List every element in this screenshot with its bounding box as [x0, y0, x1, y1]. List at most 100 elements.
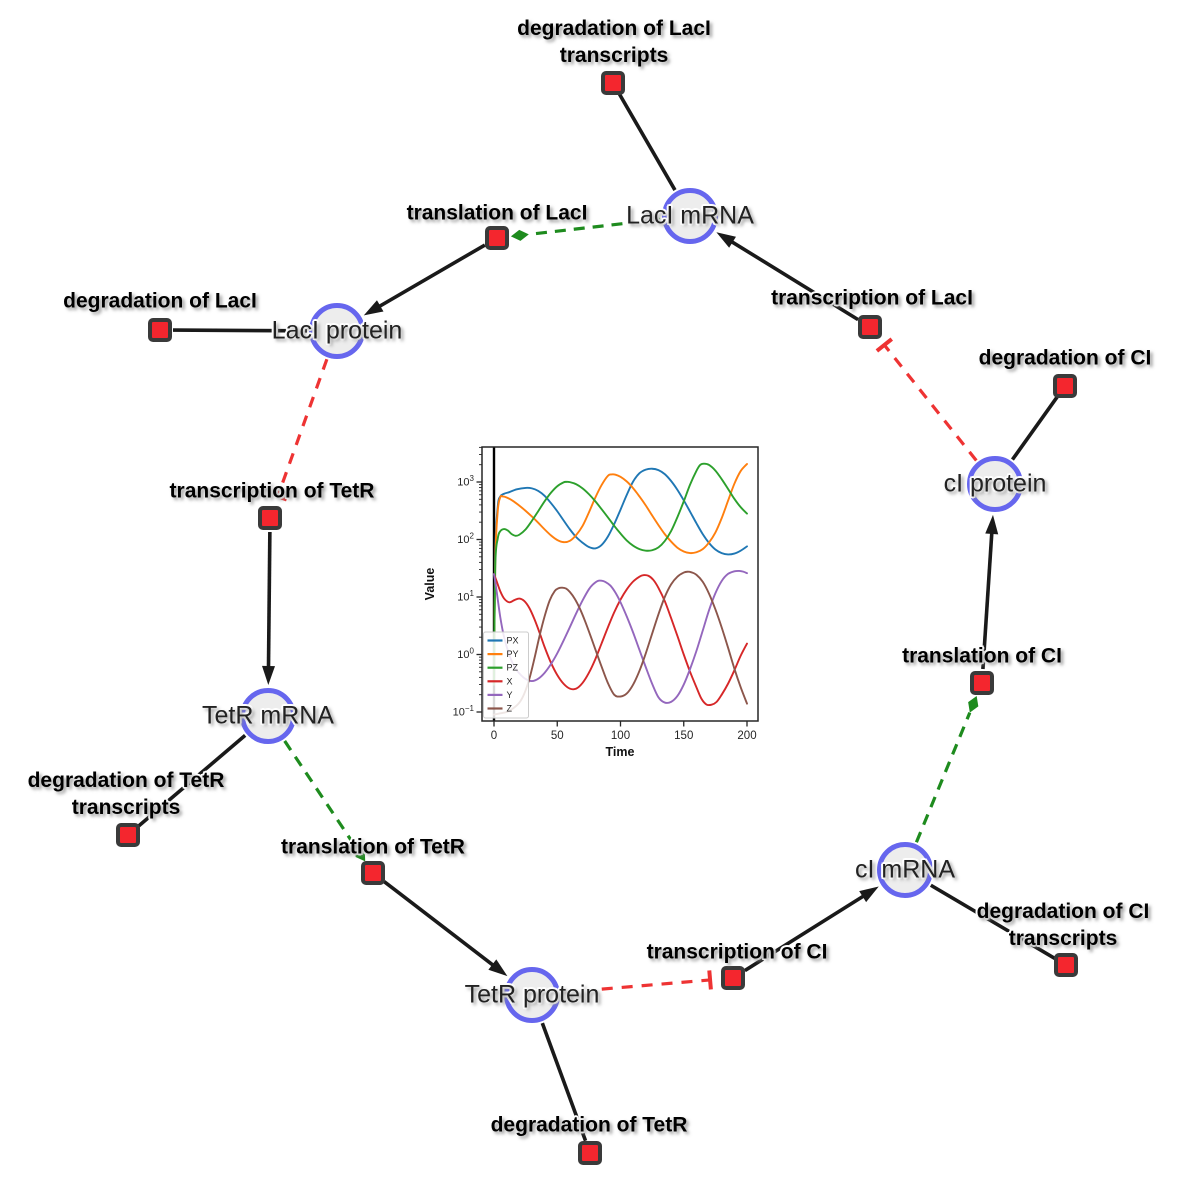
- reaction-node-translation-tetr: [361, 861, 385, 885]
- inhibition-tee: [268, 491, 288, 502]
- reaction-label-line: degradation of CI: [976, 900, 1150, 923]
- edge-ci-protein-deg-ci-reactant: [1010, 395, 1059, 461]
- edge-laci-protein-transcription-tetr-inhibitor: [268, 358, 329, 502]
- reaction-label-line: transcripts: [1008, 927, 1118, 950]
- arrowhead: [859, 886, 879, 903]
- reaction-node-deg-ci: [1053, 374, 1077, 398]
- chart-axes-box: [481, 446, 759, 722]
- species-node-ci-mrna: [877, 842, 933, 898]
- reaction-label-line: transcripts: [559, 44, 669, 67]
- edge-tetr-protein-transcription-ci-inhibitor: [561, 970, 713, 995]
- reaction-label-line: translation of CI: [902, 644, 1062, 668]
- edge-ci-mrna-deg-ci-transcripts-reactant: [929, 883, 1056, 960]
- arrowhead: [262, 665, 276, 686]
- reaction-label-line: transcription of CI: [646, 940, 828, 964]
- reaction-label-transcription-laci: transcription of LacI: [771, 285, 973, 312]
- chart-series-PY: [493, 463, 748, 686]
- edge-ci-protein-transcription-laci-inhibitor: [875, 337, 978, 462]
- legend-label-X: X: [507, 676, 513, 686]
- edge-transcription-laci-laci-mrna-product: [716, 232, 860, 322]
- species-node-tetr-mrna: [240, 688, 296, 744]
- species-node-tetr-protein: [504, 967, 560, 1023]
- reaction-label-line: translation of LacI: [406, 201, 588, 225]
- species-label-tetr-protein: TetR protein: [464, 980, 600, 1009]
- reaction-label-line: degradation of CI: [978, 346, 1152, 370]
- chart-y-tick-label: 101: [457, 589, 474, 604]
- species-node-laci-mrna: [662, 188, 718, 244]
- reaction-label-translation-ci: translation of CI: [902, 643, 1062, 670]
- reaction-label-deg-tetr: degradation of TetR: [491, 1112, 688, 1139]
- chart-xlabel: Time: [606, 745, 635, 759]
- reaction-node-deg-laci-transcripts: [601, 71, 625, 95]
- chart-y-tick-label: 102: [457, 532, 474, 547]
- diamond-arrowhead: [968, 695, 979, 713]
- chart-legend: PX PY PZ XYZ: [483, 631, 529, 719]
- reaction-label-deg-laci-transcripts: degradation of LacI transcripts: [517, 15, 711, 69]
- chart-series-group: [492, 447, 748, 721]
- reaction-label-translation-tetr: translation of TetR: [281, 834, 465, 861]
- chart-x-tick-label: 0: [491, 730, 497, 742]
- species-node-laci-protein: [309, 303, 365, 359]
- edge-tetr-protein-deg-tetr-reactant: [540, 1022, 588, 1142]
- edge-translation-laci-laci-protein-product: [363, 243, 486, 316]
- species-label-tetr-mrna: TetR mRNA: [202, 701, 334, 730]
- chart-y-tick-label: 100: [457, 647, 474, 662]
- reaction-node-translation-ci: [970, 671, 994, 695]
- edge-laci-mrna-translation-laci-modifier: [510, 217, 661, 241]
- diamond-arrowhead: [510, 229, 529, 241]
- reaction-label-line: degradation of LacI: [517, 17, 711, 40]
- reaction-label-line: transcripts: [71, 796, 181, 819]
- chart-x-tick-label: 50: [551, 730, 564, 742]
- edge-laci-mrna-deg-laci-transcripts-reactant: [617, 93, 677, 191]
- chart-ylabel: Value: [423, 568, 437, 601]
- reaction-label-line: degradation of TetR: [27, 769, 225, 792]
- arrowhead: [363, 300, 384, 316]
- reaction-label-line: transcription of TetR: [169, 479, 375, 503]
- inhibition-tee: [707, 970, 713, 990]
- legend-label-PZ: PZ: [507, 663, 519, 673]
- reaction-node-transcription-tetr: [258, 506, 282, 530]
- reaction-label-deg-laci: degradation of LacI: [63, 288, 257, 315]
- arrowhead: [985, 514, 999, 535]
- reaction-label-line: transcription of LacI: [771, 286, 973, 310]
- chart-x-tick-label: 200: [737, 730, 756, 742]
- reaction-node-translation-laci: [485, 226, 509, 250]
- reaction-node-deg-tetr: [578, 1141, 602, 1165]
- reaction-label-transcription-ci: transcription of CI: [647, 939, 828, 966]
- species-node-ci-protein: [967, 456, 1023, 512]
- diamond-arrowhead: [355, 846, 366, 862]
- legend-label-PX: PX: [507, 636, 519, 646]
- reaction-node-deg-ci-transcripts: [1054, 953, 1078, 977]
- chart-series-PZ: [493, 462, 748, 686]
- species-label-ci-mrna: cI mRNA: [855, 855, 955, 884]
- edge-laci-protein-deg-laci-reactant: [172, 328, 308, 333]
- chart-x-tick-label: 100: [611, 730, 630, 742]
- species-label-ci-protein: cI protein: [943, 469, 1047, 498]
- reaction-label-transcription-tetr: transcription of TetR: [170, 478, 375, 505]
- reaction-label-line: degradation of TetR: [490, 1113, 688, 1137]
- reaction-label-deg-tetr-transcripts: degradation of TetR transcripts: [28, 767, 225, 821]
- edge-ci-mrna-translation-ci-modifier: [914, 695, 979, 843]
- chart-y-tick-label: 10−1: [453, 704, 475, 719]
- reaction-label-deg-ci: degradation of CI: [979, 345, 1152, 372]
- reaction-node-deg-laci: [148, 318, 172, 342]
- reaction-node-deg-tetr-transcripts: [116, 823, 140, 847]
- reaction-label-deg-ci-transcripts: degradation of CI transcripts: [977, 898, 1150, 952]
- edge-tetr-mrna-deg-tetr-transcripts-reactant: [136, 734, 247, 828]
- inset-time-series-chart: 103 102 101 100 10−1 0 50 100 150 200 Time Value PX P…: [420, 430, 780, 770]
- chart-series-Z: [493, 570, 748, 716]
- inhibition-tee: [875, 337, 894, 353]
- edge-translation-ci-ci-protein-product: [981, 514, 999, 670]
- reaction-label-line: translation of TetR: [281, 835, 465, 859]
- edge-translation-tetr-tetr-protein-product: [383, 880, 508, 977]
- reaction-label-line: degradation of LacI: [63, 289, 257, 313]
- legend-label-Y: Y: [507, 690, 513, 700]
- reaction-label-translation-laci: translation of LacI: [407, 200, 588, 227]
- arrowhead: [716, 232, 736, 248]
- edge-tetr-mrna-translation-tetr-modifier: [283, 740, 366, 862]
- species-label-laci-protein: LacI protein: [271, 316, 403, 345]
- legend-label-Z: Z: [507, 704, 513, 714]
